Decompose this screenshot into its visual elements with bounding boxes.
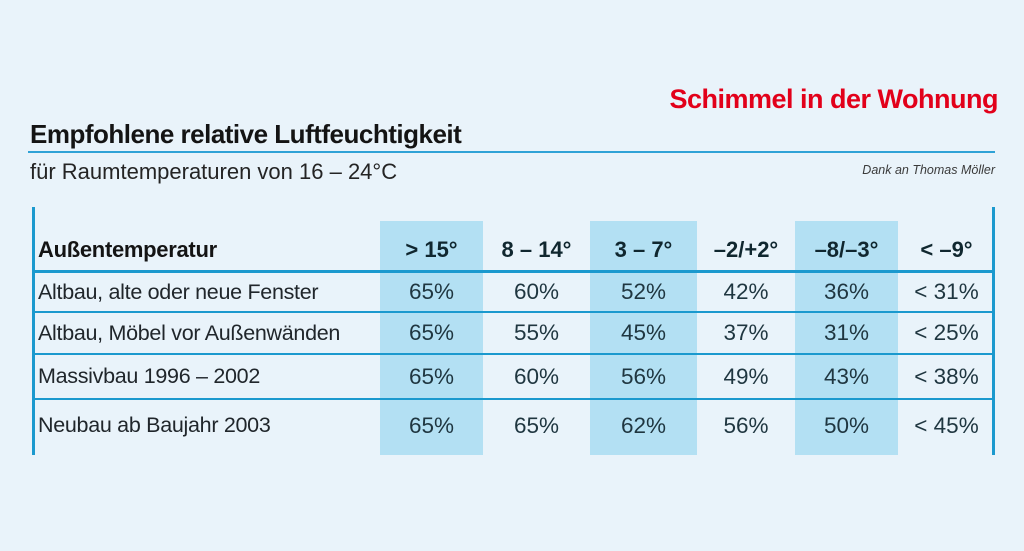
header-cell: 8 – 14°	[501, 237, 572, 262]
value-cell: 31%	[823, 320, 870, 345]
value-cell: 50%	[823, 412, 870, 438]
value-cell: 65%	[408, 412, 455, 438]
value-cell: 43%	[823, 363, 870, 389]
value-cell: < 45%	[914, 412, 979, 438]
column-highlight-1	[380, 221, 483, 455]
header-cell: < –9°	[920, 237, 973, 262]
value-cell: 45%	[620, 320, 667, 345]
value-cell: 60%	[513, 279, 560, 304]
page-title: Empfohlene relative Luftfeuchtigkeit	[30, 119, 462, 149]
table-right-border	[992, 207, 995, 455]
value-cell: 49%	[723, 363, 769, 389]
value-cell: 65%	[513, 412, 560, 438]
value-cell: 65%	[408, 320, 455, 345]
value-cell: 56%	[620, 363, 667, 389]
header-cell: –8/–3°	[814, 237, 879, 262]
table-row: Neubau ab Baujahr 2003 65% 65% 62% 56% 5…	[32, 400, 995, 455]
title-underline	[28, 151, 995, 153]
header-cell: 3 – 7°	[614, 237, 673, 262]
table-row: Altbau, Möbel vor Außenwänden 65% 55% 45…	[32, 313, 995, 355]
brand-title: Schimmel in der Wohnung	[669, 84, 998, 114]
value-cell: 55%	[513, 320, 560, 345]
value-cell: < 25%	[914, 320, 979, 345]
credit-text: Dank an Thomas Möller	[862, 163, 995, 177]
row-label: Altbau, alte oder neue Fenster	[38, 279, 319, 304]
value-cell: 52%	[620, 279, 667, 304]
header-cell: –2/+2°	[713, 237, 779, 262]
value-cell: 42%	[723, 279, 769, 304]
table-row: Altbau, alte oder neue Fenster 65% 60% 5…	[32, 273, 995, 313]
table-left-border	[32, 207, 35, 455]
row-label: Altbau, Möbel vor Außenwänden	[38, 320, 341, 345]
value-cell: 65%	[408, 363, 455, 389]
row-label: Neubau ab Baujahr 2003	[38, 413, 271, 437]
header-cell: > 15°	[405, 237, 458, 262]
value-cell: 65%	[408, 279, 455, 304]
value-cell: 60%	[513, 363, 560, 389]
column-highlight-5	[795, 221, 898, 455]
value-cell: 36%	[823, 279, 870, 304]
humidity-table: Außentemperatur > 15° 8 – 14° 3 – 7° –2/…	[32, 207, 995, 455]
value-cell: < 38%	[914, 363, 979, 389]
row-label: Massivbau 1996 – 2002	[38, 364, 261, 388]
table-row: Massivbau 1996 – 2002 65% 60% 56% 49% 43…	[32, 355, 995, 400]
page-subtitle: für Raumtemperaturen von 16 – 24°C	[30, 159, 398, 184]
value-cell: 37%	[723, 320, 769, 345]
value-cell: 56%	[723, 412, 769, 438]
header-cell-outside-temp: Außentemperatur	[38, 237, 217, 262]
value-cell: 62%	[620, 412, 667, 438]
value-cell: < 31%	[914, 279, 979, 304]
table-header-row: Außentemperatur > 15° 8 – 14° 3 – 7° –2/…	[32, 207, 995, 273]
column-highlight-3	[590, 221, 697, 455]
